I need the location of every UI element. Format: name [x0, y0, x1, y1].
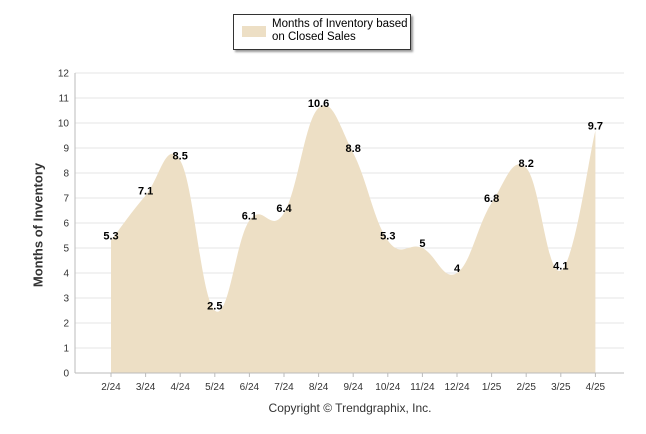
data-labels: 5.3 7.1 8.5 2.5 6.1 6.4 10.6 8.8 5.3 5 4 6.8 8.2 4.1 9…	[103, 98, 603, 313]
x-tick-label: 2/25	[516, 382, 536, 393]
x-tick-label: 5/24	[205, 382, 225, 393]
legend-swatch	[242, 26, 266, 37]
y-tick-label: 11	[59, 94, 70, 105]
x-tick-label: 10/24	[375, 382, 400, 393]
y-tick-label: 3	[63, 294, 69, 305]
x-tick-label: 6/24	[240, 382, 260, 393]
data-label: 5.3	[380, 231, 395, 243]
y-tick-label: 9	[63, 144, 69, 155]
x-tick-label: 12/24	[444, 382, 469, 393]
y-tick-label: 0	[63, 369, 69, 380]
legend-label: Months of Inventory based on Closed Sale…	[272, 18, 408, 43]
y-tick-label: 8	[63, 169, 69, 180]
x-tick-label: 3/25	[551, 382, 571, 393]
y-tick-label: 7	[63, 194, 69, 205]
data-label: 6.4	[276, 203, 292, 215]
data-label: 8.8	[346, 143, 361, 155]
y-tick-label: 1	[63, 344, 69, 355]
y-tick-label: 4	[63, 269, 69, 280]
x-axis: 2/24 3/24 4/24 5/24 6/24 7/24 8/24 9/24 10/24 11/…	[75, 372, 624, 393]
data-label: 2.5	[207, 301, 222, 313]
data-label: 8.2	[519, 158, 534, 170]
data-label: 4	[454, 263, 461, 275]
x-tick-label: 4/25	[586, 382, 606, 393]
x-tick-label: 3/24	[136, 382, 156, 393]
x-tick-label: 8/24	[309, 382, 329, 393]
x-tick-label: 4/24	[170, 382, 190, 393]
x-tick-label: 1/25	[482, 382, 502, 393]
data-label: 10.6	[308, 98, 329, 110]
copyright-text: Copyright © Trendgraphix, Inc.	[268, 401, 432, 415]
y-tick-label: 6	[63, 219, 69, 230]
data-label: 8.5	[173, 151, 188, 163]
data-label: 5	[419, 238, 425, 250]
data-label: 6.8	[484, 193, 499, 205]
data-label: 7.1	[138, 186, 153, 198]
y-tick-label: 12	[58, 69, 70, 80]
data-label: 6.1	[242, 211, 257, 223]
y-tick-label: 5	[63, 244, 69, 255]
x-tick-label: 7/24	[274, 382, 294, 393]
data-label: 4.1	[553, 261, 568, 273]
y-tick-label: 10	[58, 119, 70, 130]
data-label: 5.3	[103, 231, 118, 243]
x-tick-label: 11/24	[410, 382, 435, 393]
data-label: 9.7	[588, 121, 603, 133]
x-tick-label: 2/24	[101, 382, 121, 393]
series-area	[111, 105, 596, 373]
y-axis-title: Months of Inventory	[30, 162, 46, 288]
x-tick-label: 9/24	[343, 382, 363, 393]
y-tick-label: 2	[63, 319, 69, 330]
legend: Months of Inventory based on Closed Sale…	[233, 14, 411, 50]
